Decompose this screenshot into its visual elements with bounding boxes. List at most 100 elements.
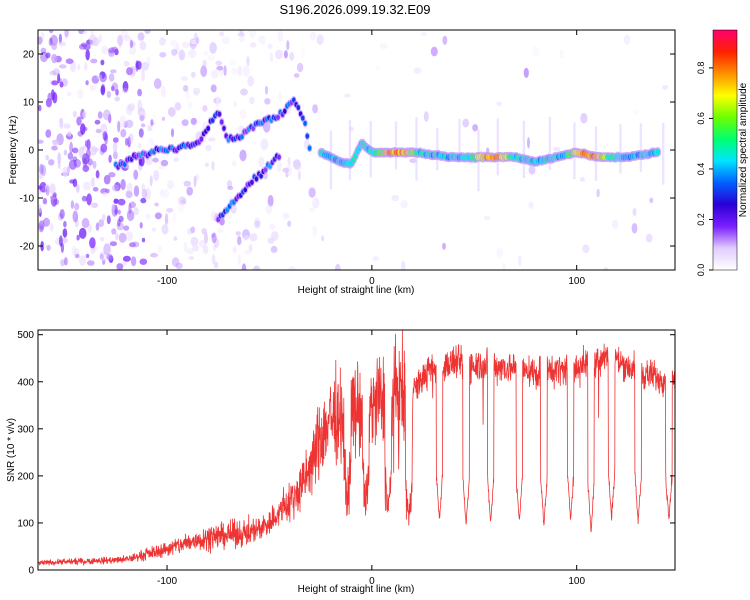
- noise-blob: [72, 147, 79, 154]
- noise-blob: [188, 49, 197, 58]
- noise-blob: [242, 65, 250, 77]
- noise-blob: [72, 210, 79, 223]
- noise-blob: [118, 215, 124, 223]
- spectrogram-y-label: Frequency (Hz): [8, 116, 19, 185]
- stripe-artifact: [522, 120, 526, 179]
- trace-core: [206, 125, 210, 131]
- x-tick-label: 0: [369, 276, 375, 287]
- noise-blob: [211, 254, 216, 265]
- noise-blob: [528, 165, 536, 175]
- noise-blob: [64, 30, 69, 38]
- noise-blob: [126, 182, 133, 192]
- noise-blob: [149, 175, 153, 187]
- noise-blob: [379, 43, 388, 50]
- noise-blob: [85, 49, 90, 61]
- noise-blob: [83, 44, 91, 51]
- noise-blob: [278, 90, 282, 102]
- noise-blob: [212, 244, 217, 251]
- noise-blob: [124, 137, 129, 146]
- stripe-artifact: [496, 118, 499, 176]
- noise-blob: [269, 52, 274, 62]
- noise-blob: [175, 262, 183, 270]
- noise-blob: [181, 198, 187, 203]
- noise-blob: [51, 43, 58, 50]
- noise-blob: [177, 200, 185, 213]
- trace-core: [301, 115, 305, 121]
- noise-blob: [442, 242, 446, 250]
- noise-blob: [48, 30, 54, 34]
- noise-blob: [160, 85, 166, 98]
- noise-blob: [102, 191, 108, 197]
- noise-blob: [59, 235, 63, 247]
- noise-blob: [129, 44, 137, 56]
- colorbar-ticks: 0.0 0.2 0.4 0.6 0.8: [696, 62, 713, 276]
- noise-blob: [73, 248, 80, 258]
- noise-blob: [112, 151, 118, 160]
- noise-blob: [117, 218, 121, 227]
- noise-blob: [148, 137, 154, 145]
- noise-blob: [632, 109, 640, 115]
- noise-blob: [137, 88, 143, 97]
- noise-blob: [139, 258, 148, 265]
- noise-blob: [210, 69, 219, 79]
- noise-blob: [69, 141, 73, 154]
- noise-blob: [64, 30, 69, 41]
- noise-blob: [66, 166, 70, 175]
- noise-blob: [321, 235, 325, 242]
- noise-blob: [111, 204, 116, 211]
- noise-blob: [260, 138, 269, 151]
- noise-blob: [78, 146, 85, 159]
- noise-blob: [80, 123, 86, 135]
- noise-blob: [95, 128, 102, 134]
- noise-blob: [51, 80, 59, 86]
- noise-blob: [119, 115, 126, 128]
- noise-blob: [68, 159, 77, 170]
- noise-blob: [58, 64, 67, 69]
- noise-blob: [157, 245, 163, 253]
- spectrogram-x-ticks: -100 0 100: [157, 30, 585, 287]
- snr-x-ticks: -100 0 100: [157, 330, 585, 587]
- noise-blob: [57, 152, 61, 164]
- noise-blob: [106, 91, 112, 98]
- noise-blob: [244, 250, 251, 255]
- noise-blob: [74, 202, 80, 211]
- noise-blob: [139, 222, 143, 229]
- noise-blob: [38, 139, 44, 144]
- spectrogram-traces: [113, 96, 662, 224]
- noise-blob: [335, 263, 341, 270]
- noise-blob: [270, 245, 278, 253]
- noise-blob: [147, 124, 153, 132]
- noise-blob: [135, 60, 142, 70]
- y-tick-label: 20: [23, 50, 35, 61]
- noise-blob: [193, 175, 197, 188]
- noise-blob: [523, 67, 529, 78]
- noise-blob: [58, 33, 63, 44]
- noise-blob: [84, 140, 89, 148]
- noise-blob: [85, 253, 90, 259]
- noise-blob: [172, 212, 177, 223]
- noise-blob: [153, 170, 160, 181]
- noise-blob: [81, 195, 88, 202]
- noise-blob: [240, 88, 248, 96]
- noise-blob: [59, 209, 65, 219]
- x-tick-label: -100: [157, 276, 177, 287]
- y-tick-label: 0: [28, 146, 34, 157]
- noise-blob: [40, 47, 47, 54]
- noise-blob: [97, 111, 103, 119]
- noise-blob: [62, 166, 69, 178]
- snr-panel: -100 0 100 0 100 200 300 400 500 Height of stra…: [6, 329, 676, 595]
- noise-blob: [308, 187, 316, 198]
- noise-blob: [120, 179, 126, 191]
- noise-blob: [180, 76, 188, 81]
- noise-blob: [190, 39, 198, 45]
- noise-blob: [89, 237, 96, 249]
- noise-blob: [58, 41, 66, 47]
- y-tick-label: 500: [17, 330, 34, 341]
- noise-blob: [60, 259, 66, 267]
- noise-blob: [603, 267, 609, 270]
- noise-blob: [46, 244, 51, 251]
- noise-blob: [87, 260, 95, 266]
- x-tick-label: 0: [369, 576, 375, 587]
- spectrogram-x-label: Height of straight line (km): [298, 285, 415, 296]
- noise-blob: [39, 173, 43, 180]
